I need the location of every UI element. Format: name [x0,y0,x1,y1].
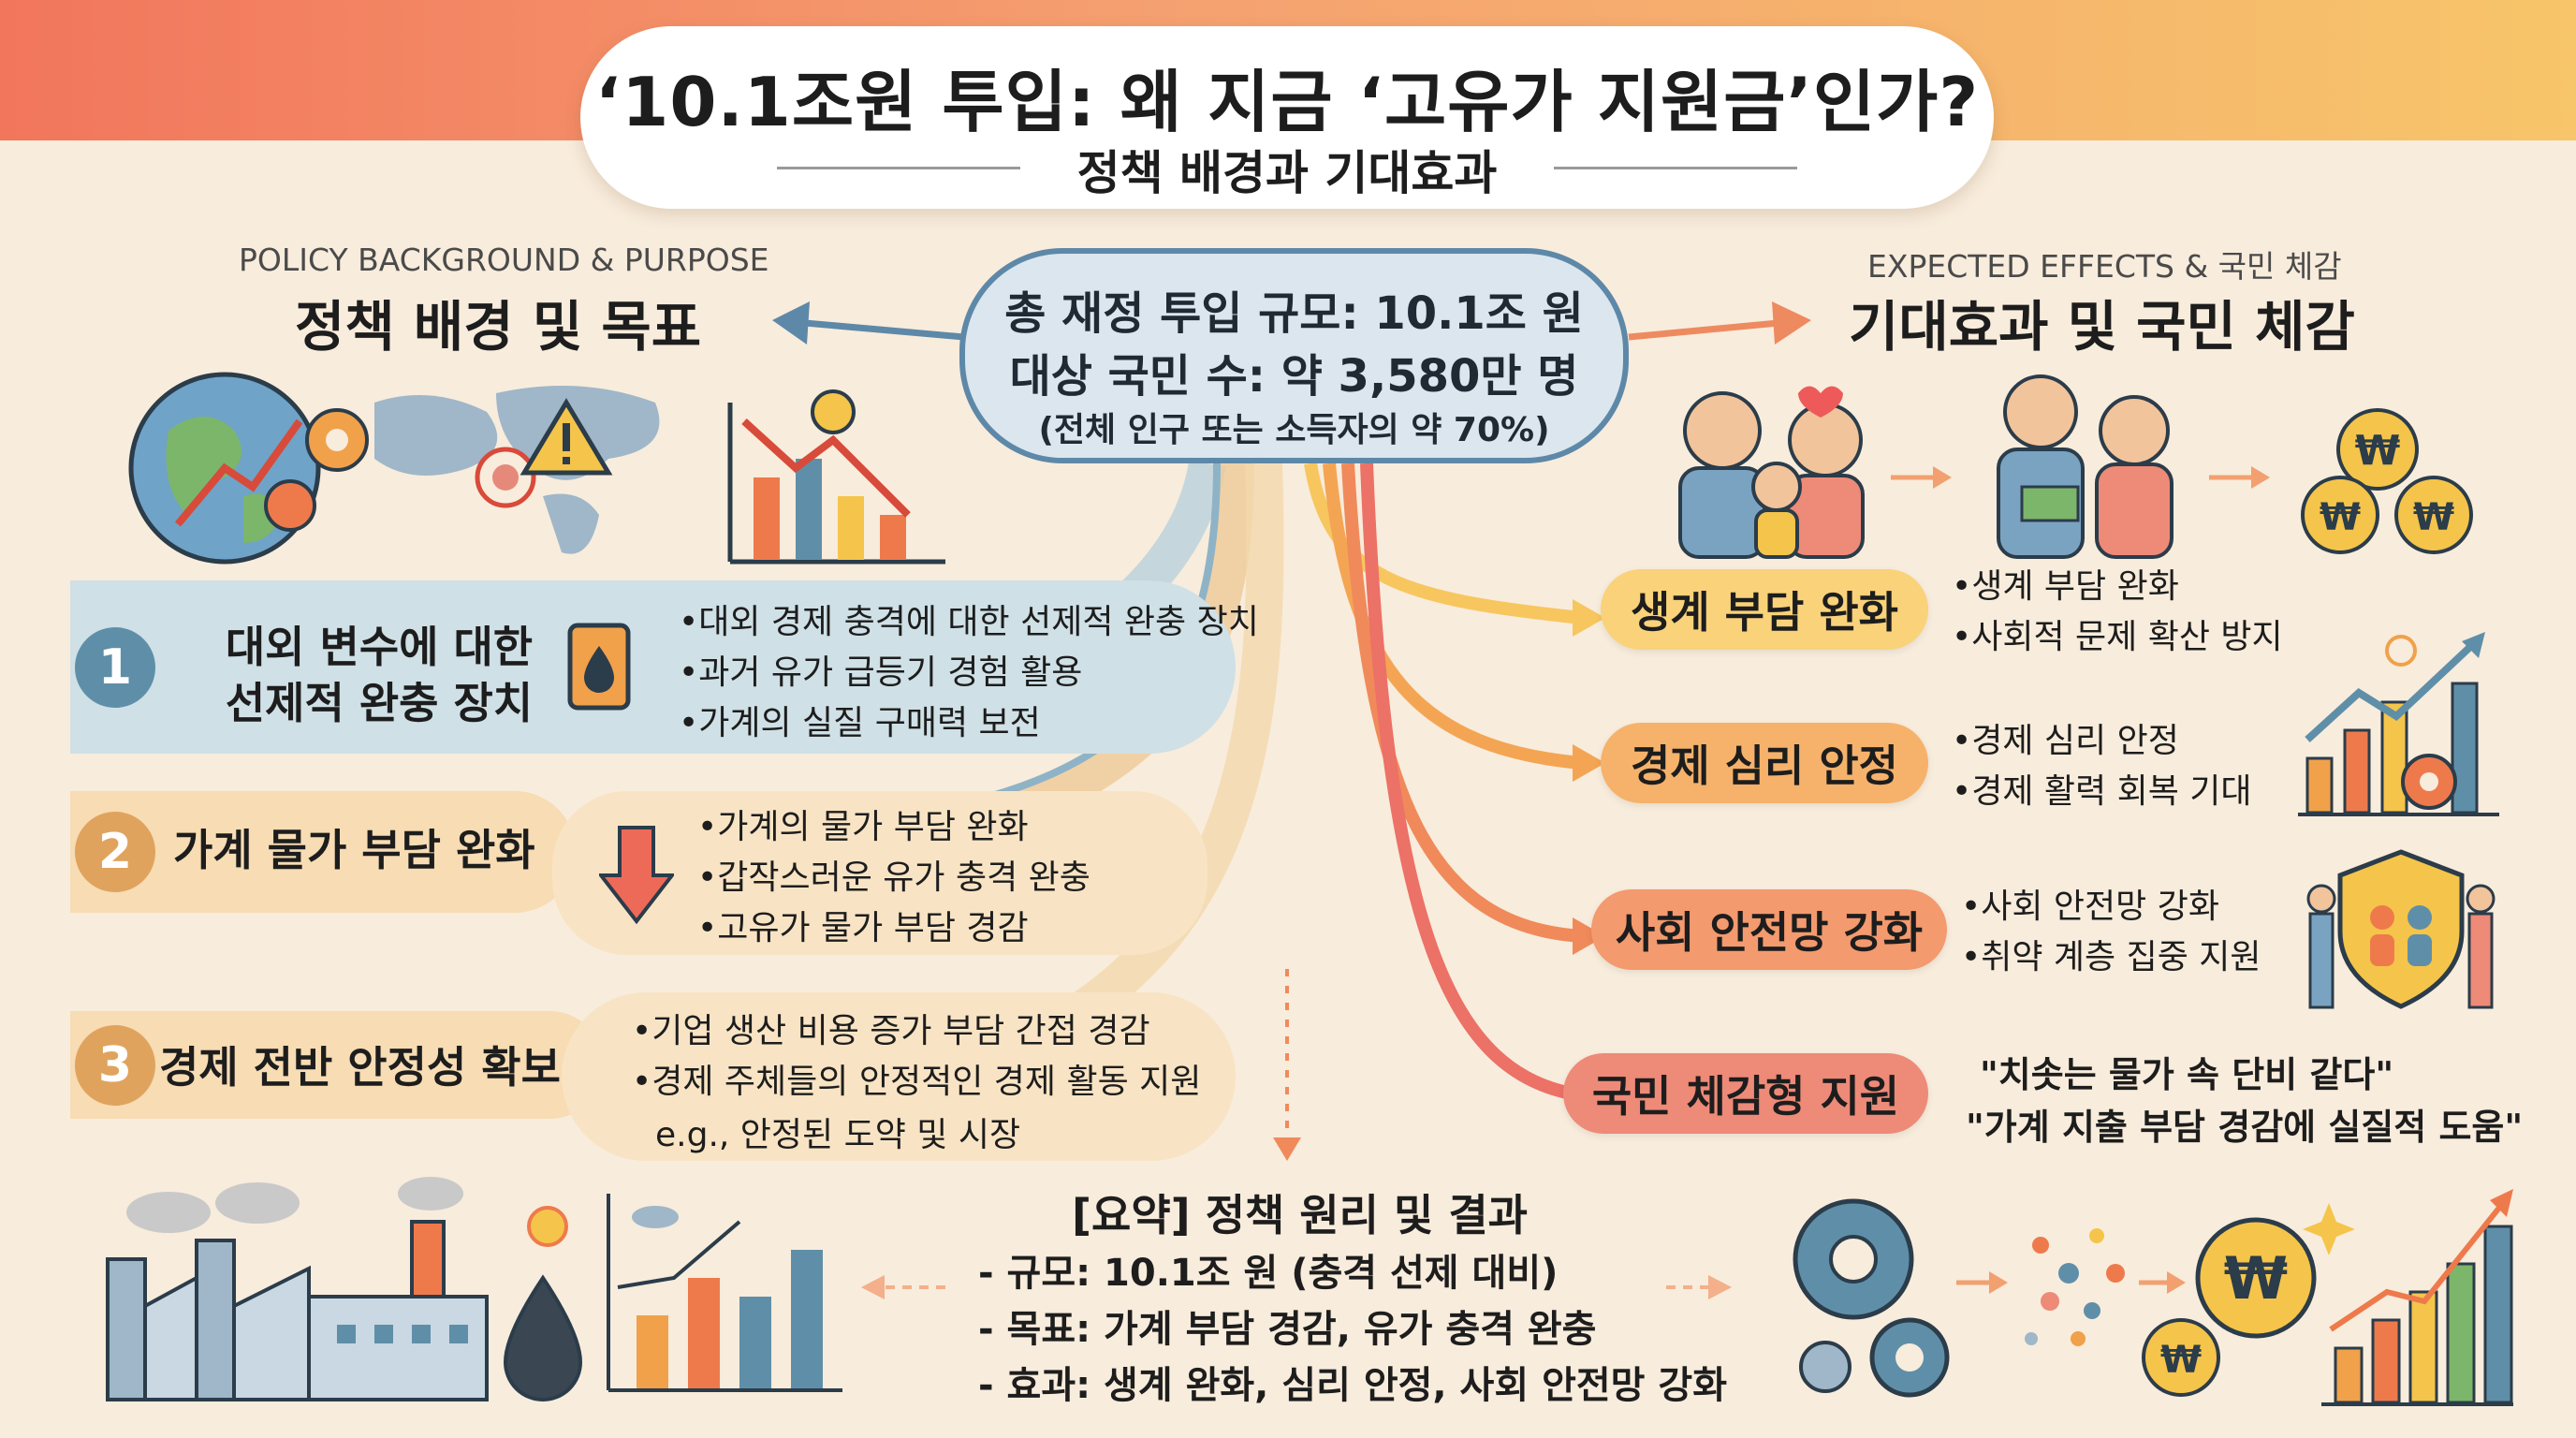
policy-item-3-note: e.g., 안정된 도약 및 시장 [655,1116,1021,1154]
list-item: 고유가 물가 부담 경감 [697,903,1090,954]
growth-chart-icon [2298,632,2499,816]
list-item: 과거 유가 급등기 경험 활용 [679,648,1259,698]
summary-list: 규모: 10.1조 원 (충격 선제 대비) 목표: 가계 부담 경감, 유가 … [978,1245,1727,1414]
list-item: 사회적 문제 확산 방지 [1952,612,2282,663]
policy-item-2-title: 가계 물가 부담 완화 [173,825,535,875]
rising-chart-icon [617,1220,741,1289]
policy-item-3-number: 3 [75,1025,155,1106]
list-item: 취약 계층 집중 지원 [1961,932,2261,983]
budget-summary-box [959,248,1629,463]
citizen-quote-1: "치솟는 물가 속 단비 같다" [1980,1054,2394,1095]
list-item: 규모: 10.1조 원 (충격 선제 대비) [978,1245,1727,1301]
list-item: 목표: 가계 부담 경감, 유가 충격 완충 [978,1301,1727,1357]
right-section-title: 기대효과 및 국민 체감 [1849,295,2355,359]
subtitle-rule-left [777,167,1020,169]
list-item: 갑작스러운 유가 충격 완충 [697,853,1090,903]
effect-pill-1: 생계 부담 완화 [1601,569,1928,650]
policy-item-3-title: 경제 전반 안정성 확보 [159,1042,561,1093]
list-item: 가계의 물가 부담 완화 [697,802,1090,853]
effect-pill-3: 사회 안전망 강화 [1591,889,1947,970]
left-section-title: 정책 배경 및 목표 [295,295,702,359]
policy-item-3-title-band [70,1011,604,1119]
svg-text:₩: ₩ [2320,496,2361,539]
page-title: ‘10.1조원 투입: 왜 지금 ‘고유가 지원금’인가? [594,63,1980,141]
down-arrow-icon [599,826,674,925]
policy-item-1-number: 1 [75,627,155,708]
policy-item-2-bullets: 가계의 물가 부담 완화 갑작스러운 유가 충격 완충 고유가 물가 부담 경감 [697,802,1090,954]
economy-cycle-illustration: ₩ ₩ [1793,1189,2513,1406]
target-population: 대상 국민 수: 약 3,580만 명 [1009,350,1579,403]
svg-text:₩: ₩ [2355,427,2401,475]
effect-3-bullets: 사회 안전망 강화 취약 계층 집중 지원 [1961,882,2261,983]
subtitle-rule-right [1554,167,1797,169]
policy-item-1-bullets: 대외 경제 충격에 대한 선제적 완충 장치 과거 유가 급등기 경험 활용 가… [679,597,1259,749]
title-card [580,26,1994,209]
industry-illustration [106,1177,842,1401]
right-section-en-label: EXPECTED EFFECTS & 국민 체감 [1867,248,2342,285]
oil-drop-icon [503,1274,583,1401]
list-item: 기업 생산 비용 증가 부담 간접 경감 [632,1006,1201,1057]
citizen-quote-2: "가계 지출 부담 경감에 실질적 도움" [1966,1107,2524,1148]
coin-icon [2336,408,2419,491]
rising-chart-icon [2329,1206,2502,1332]
falling-chart-icon [741,418,911,518]
sun-icon [527,1206,568,1247]
gear-icon [264,479,316,532]
list-item: 경제 주체들의 안정적인 경제 활동 지원 [632,1057,1201,1108]
svg-text:₩: ₩ [2160,1339,2202,1382]
page-subtitle: 정책 배경과 기대효과 [1076,146,1498,200]
list-item: 대외 경제 충격에 대한 선제적 완충 장치 [679,597,1259,648]
effect-2-bullets: 경제 심리 안정 경제 활력 회복 기대 [1952,716,2252,817]
budget-total: 총 재정 투입 규모: 10.1조 원 [1004,287,1584,340]
effect-1-bullets: 생계 부담 완화 사회적 문제 확산 방지 [1952,562,2283,663]
factory-icon [106,1257,147,1401]
list-item: 사회 안전망 강화 [1961,882,2261,932]
svg-text:₩: ₩ [2413,496,2454,539]
summary-title: [요약] 정책 원리 및 결과 [1072,1190,1528,1240]
list-item: 경제 심리 안정 [1952,716,2252,767]
policy-item-1-title-line1: 대외 변수에 대한 [225,622,534,672]
coin-icon [2195,1217,2317,1339]
oil-barrel-icon [567,623,631,711]
global-risk-illustration [128,372,945,565]
shield-protection-icon [2306,849,2496,1009]
left-section-en-label: POLICY BACKGROUND & PURPOSE [239,242,769,278]
left-arrow-icon [772,301,810,345]
population-share: (전체 인구 또는 소득자의 약 70%) [1038,411,1550,449]
family-support-illustration: ₩ ₩ ₩ [1678,374,2473,559]
right-arrow-icon [1772,301,1811,345]
list-item: 경제 활력 회복 기대 [1952,767,2251,817]
family-icon [1683,391,1762,470]
list-item: 효과: 생계 완화, 심리 안정, 사회 안전망 강화 [978,1357,1727,1414]
policy-item-3-bullets: 기업 생산 비용 증가 부담 간접 경감 경제 주체들의 안정적인 경제 활동 … [632,1006,1201,1108]
svg-text:₩: ₩ [2224,1244,2288,1313]
list-item: 생계 부담 완화 [1952,562,2283,612]
effect-pill-2: 경제 심리 안정 [1601,723,1928,803]
list-item: 가계의 실질 구매력 보전 [679,698,1259,749]
effect-pill-4: 국민 체감형 지원 [1563,1053,1928,1134]
policy-item-2-number: 2 [75,812,155,892]
policy-item-1-title-line2: 선제적 완충 장치 [225,678,534,728]
